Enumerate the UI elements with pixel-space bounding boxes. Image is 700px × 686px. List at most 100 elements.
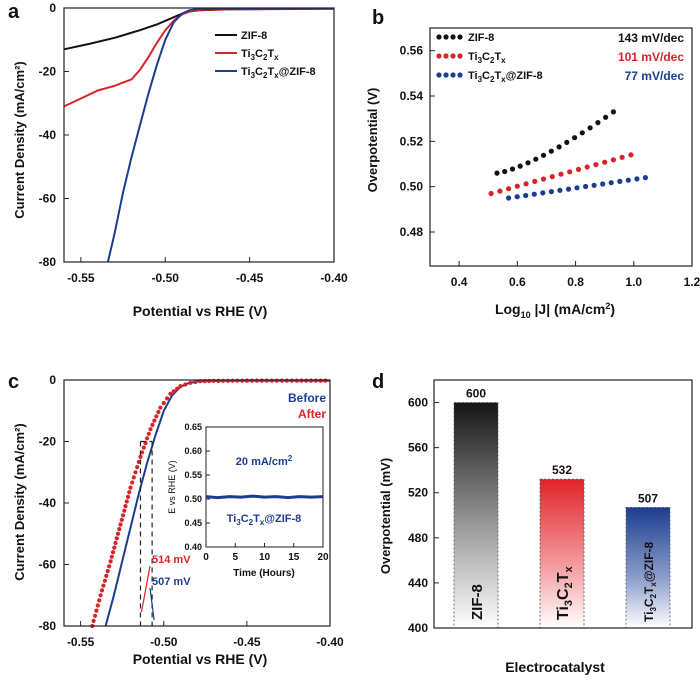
series-ti3c2tx-point <box>488 190 494 197</box>
tafel-slope-ti3c2tx-zif8: 77 mV/dec <box>625 69 685 83</box>
series-after-point <box>104 573 109 579</box>
legend-a: ZIF-8 Ti3C2Tx Ti3C2Tx@ZIF-8 <box>215 30 316 80</box>
series-after-point <box>128 485 133 490</box>
axis-title-y: Current Density (mA/cm²) <box>12 423 27 580</box>
plot-frame-d <box>433 379 693 629</box>
y-tick-label: 0.54 <box>400 89 424 103</box>
y-tick-label: 400 <box>408 621 428 635</box>
x-tick-label: 0.8 <box>567 275 584 289</box>
series-after-point <box>175 386 180 391</box>
series-after-point <box>131 475 136 480</box>
x-tick-label: 0.4 <box>451 275 468 289</box>
series-ti3c2tx-zif8-point <box>557 187 563 193</box>
series-ti3c2tx-point <box>628 152 634 158</box>
x-tick-label: -0.45 <box>236 271 264 285</box>
y-tick-label: 440 <box>408 576 428 590</box>
series-ti3c2tx-point <box>532 178 538 184</box>
y-tick-label: -20 <box>39 65 57 79</box>
panel-d: Overpotential (mV) Electrocatalyst 400 44… <box>378 379 693 675</box>
inset-axis-title-x: Time (Hours) <box>233 568 295 579</box>
series-after-point <box>240 378 245 383</box>
inset-y-tick-label: 0.60 <box>184 446 202 456</box>
y-tick-label: -20 <box>39 435 57 449</box>
panel-a: Current Density (mA/cm²) Potential vs RH… <box>12 1 348 319</box>
series-ti3c2tx-point <box>602 159 608 165</box>
legend-dot <box>443 53 449 59</box>
legend-dot <box>436 72 442 78</box>
series-ti3c2tx-point <box>584 164 590 170</box>
series-ti3c2tx-zif8-line <box>106 7 334 263</box>
panel-b: Overpotential (V) Log10 |J| (mA/cm2) 0.4… <box>365 27 700 320</box>
series-zif8-point <box>595 120 601 126</box>
legend-dot <box>457 72 463 78</box>
inset-x-tick-label: 15 <box>288 552 300 563</box>
inset-stability: E vs RHE (V) Time (Hours) 20 mA/cm2 Ti3C… <box>167 422 329 579</box>
inset-y-tick-label: 0.65 <box>184 422 202 432</box>
legend-dot <box>443 72 449 78</box>
y-tick-label: 0.48 <box>400 225 424 239</box>
series-after-point <box>154 414 159 419</box>
inset-y-tick-label: 0.55 <box>184 470 202 480</box>
series-zif8-point <box>603 114 609 120</box>
axis-title-x: Log10 |J| (mA/cm2) <box>495 301 615 320</box>
inset-x-tick-label: 0 <box>203 552 209 563</box>
series-after-point <box>294 378 299 383</box>
series-after-point <box>269 378 274 383</box>
series-after-point <box>141 445 146 450</box>
series-after-point <box>95 603 100 608</box>
y-tick-label: 0 <box>49 373 56 387</box>
series-zif8-point <box>517 163 523 169</box>
series-zif8-point <box>579 130 585 136</box>
series-after-point <box>98 593 103 598</box>
series-after-point <box>124 499 129 504</box>
y-tick-label: 0 <box>49 1 56 15</box>
series-after-point <box>188 380 193 385</box>
series-after-point <box>178 384 183 389</box>
series-after-point <box>168 391 173 396</box>
series-ti3c2tx-zif8-point <box>574 185 580 191</box>
series-after-point <box>304 378 309 383</box>
series-after-point <box>230 378 235 383</box>
x-tick-label: -0.40 <box>320 271 348 285</box>
legend-label-after: After <box>298 407 326 421</box>
series-after-point <box>146 431 151 436</box>
x-tick-label: -0.45 <box>233 635 261 649</box>
series-after-point <box>244 378 249 383</box>
plot-area-c: -0.55 -0.50 -0.45 -0.40 0 -20 -40 -60 -80 514 mV 5… <box>39 373 344 649</box>
inset-current-label: 20 mA/cm2 <box>236 454 293 468</box>
series-after-point <box>138 454 143 459</box>
y-tick-label: 0.50 <box>400 180 424 194</box>
y-tick-label: -80 <box>39 619 57 633</box>
series-after-point <box>102 578 107 583</box>
x-tick-label: -0.40 <box>316 635 344 649</box>
y-tick-label: 480 <box>408 531 428 545</box>
inset-material-label: Ti3C2Tx@ZIF-8 <box>227 513 302 527</box>
series-after-point <box>165 396 170 401</box>
series-ti3c2tx-zif8-point <box>625 177 631 183</box>
y-tick-label: 600 <box>408 396 428 410</box>
series-zif8-point <box>572 135 578 141</box>
value-label: 507 <box>638 491 658 505</box>
series-after-point <box>92 613 98 618</box>
series-after-point <box>114 536 119 541</box>
legend-dot <box>457 34 463 40</box>
inset-y-tick-label: 0.40 <box>184 542 202 552</box>
series-zif8-point <box>533 156 539 162</box>
axis-title-y: Overpotential (mV) <box>378 458 393 574</box>
series-after-point <box>118 522 123 527</box>
series-after-point <box>115 531 121 536</box>
series-after-point <box>97 598 102 603</box>
bar-ti3c2tx <box>539 478 585 629</box>
series-after-point <box>133 470 138 475</box>
series-after-point <box>158 405 163 410</box>
series-after-point <box>183 382 188 387</box>
panel-letter-d: d <box>372 371 384 393</box>
series-after-point <box>264 378 269 383</box>
series-after-point <box>108 559 113 564</box>
series-ti3c2tx-point <box>610 157 617 163</box>
series-ti3c2tx-point <box>497 188 503 194</box>
inset-x-tick-label: 20 <box>317 552 329 563</box>
series-after-point <box>150 422 155 427</box>
series-after-point <box>235 378 240 383</box>
